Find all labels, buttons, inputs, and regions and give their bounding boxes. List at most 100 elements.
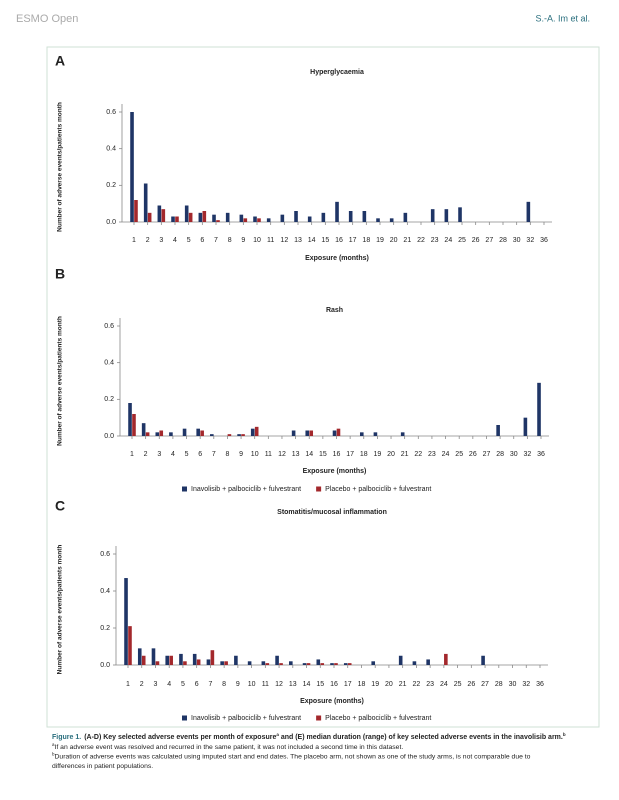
x-tick-label: 22 <box>414 451 422 458</box>
x-tick-label: 24 <box>442 451 450 458</box>
bar <box>426 659 430 665</box>
x-tick-label: 7 <box>214 237 218 244</box>
x-tick-label: 27 <box>483 451 491 458</box>
x-tick-label: 6 <box>198 451 202 458</box>
journal: ESMO Open <box>16 13 78 25</box>
footnote-text: If an adverse event was resolved and rec… <box>55 744 404 751</box>
bar <box>334 663 338 665</box>
bar <box>330 663 334 665</box>
x-tick-label: 20 <box>385 681 393 688</box>
x-tick-label: 11 <box>262 681 269 688</box>
bar <box>362 211 367 222</box>
x-tick-label: 36 <box>536 681 544 688</box>
bar <box>371 661 376 665</box>
x-tick-label: 25 <box>455 451 463 458</box>
x-tick-label: 5 <box>181 681 185 688</box>
footnote-mark: a <box>52 742 55 747</box>
bar <box>196 659 201 665</box>
legend-label: Inavolisib + palbociclib + fulvestrant <box>191 486 301 493</box>
x-tick-label: 36 <box>540 237 548 244</box>
bar <box>275 655 279 665</box>
bar <box>210 434 214 436</box>
x-tick-label: 18 <box>360 451 368 458</box>
x-tick-label: 22 <box>417 237 425 244</box>
bar <box>184 205 189 222</box>
bar <box>145 432 150 436</box>
caption-part: Figure 1. <box>52 734 81 741</box>
x-tick-label: 1 <box>132 237 136 244</box>
x-tick-label: 5 <box>185 451 189 458</box>
footnote-mark: b <box>52 751 55 756</box>
bar <box>141 655 146 665</box>
legend-swatch <box>182 715 187 721</box>
x-tick-label: 13 <box>294 237 302 244</box>
x-tick-label: 32 <box>523 451 531 458</box>
x-tick-label: 21 <box>399 681 407 688</box>
bar <box>359 432 364 436</box>
bar <box>196 428 200 436</box>
y-axis-title: Number of adverse events/patients month <box>57 102 64 232</box>
bar <box>412 661 417 665</box>
bar <box>261 661 266 665</box>
y-tick-label: 0.2 <box>106 182 116 189</box>
y-tick-label: 0.4 <box>104 360 114 367</box>
bar <box>183 661 187 665</box>
bar <box>289 661 293 665</box>
x-tick-label: 36 <box>537 451 545 458</box>
bar <box>444 653 448 665</box>
bar <box>124 578 128 665</box>
figure-frame <box>46 46 600 728</box>
x-tick-label: 6 <box>195 681 199 688</box>
x-tick-label: 13 <box>289 681 297 688</box>
bar <box>147 212 152 222</box>
bar <box>171 216 175 222</box>
x-tick-label: 4 <box>173 237 177 244</box>
y-tick-label: 0.6 <box>106 109 116 116</box>
x-tick-label: 26 <box>467 681 475 688</box>
x-tick-label: 1 <box>126 681 130 688</box>
bar <box>430 209 435 222</box>
bar <box>179 653 183 665</box>
bar <box>316 659 321 665</box>
bar <box>212 214 216 222</box>
footnote-text: differences in patient populations. <box>52 763 153 770</box>
x-tick-label: 3 <box>154 681 158 688</box>
bar <box>192 653 197 665</box>
bar <box>265 663 270 665</box>
x-tick-label: 16 <box>333 451 341 458</box>
panel-label: C <box>55 498 65 514</box>
bar <box>210 650 215 665</box>
bar <box>257 218 261 222</box>
x-tick-label: 24 <box>444 237 452 244</box>
bar <box>188 212 193 222</box>
y-axis-title: Number of adverse events/patients month <box>57 316 64 446</box>
bar <box>198 212 203 222</box>
x-tick-label: 18 <box>358 681 366 688</box>
x-tick-label: 30 <box>513 237 521 244</box>
bar <box>266 218 271 222</box>
chart-title: Stomatitis/mucosal inflammation <box>277 509 387 516</box>
x-tick-label: 12 <box>278 451 286 458</box>
x-tick-label: 26 <box>469 451 477 458</box>
bar <box>134 200 138 222</box>
footnote: differences in patient populations. <box>52 763 153 770</box>
x-tick-label: 25 <box>454 681 462 688</box>
bar <box>389 218 394 222</box>
bar <box>343 663 348 665</box>
x-tick-label: 19 <box>371 681 379 688</box>
bar <box>302 663 307 665</box>
bar <box>279 663 283 665</box>
bar <box>220 661 224 665</box>
bar <box>321 212 326 222</box>
bar <box>155 661 160 665</box>
bar <box>165 655 170 665</box>
x-tick-label: 26 <box>472 237 480 244</box>
x-tick-label: 32 <box>522 681 530 688</box>
bar <box>309 430 314 436</box>
x-tick-label: 7 <box>212 451 216 458</box>
x-tick-label: 19 <box>374 451 382 458</box>
authors: S.-A. Im et al. <box>535 13 590 23</box>
x-tick-label: 10 <box>248 681 256 688</box>
x-tick-label: 4 <box>171 451 175 458</box>
